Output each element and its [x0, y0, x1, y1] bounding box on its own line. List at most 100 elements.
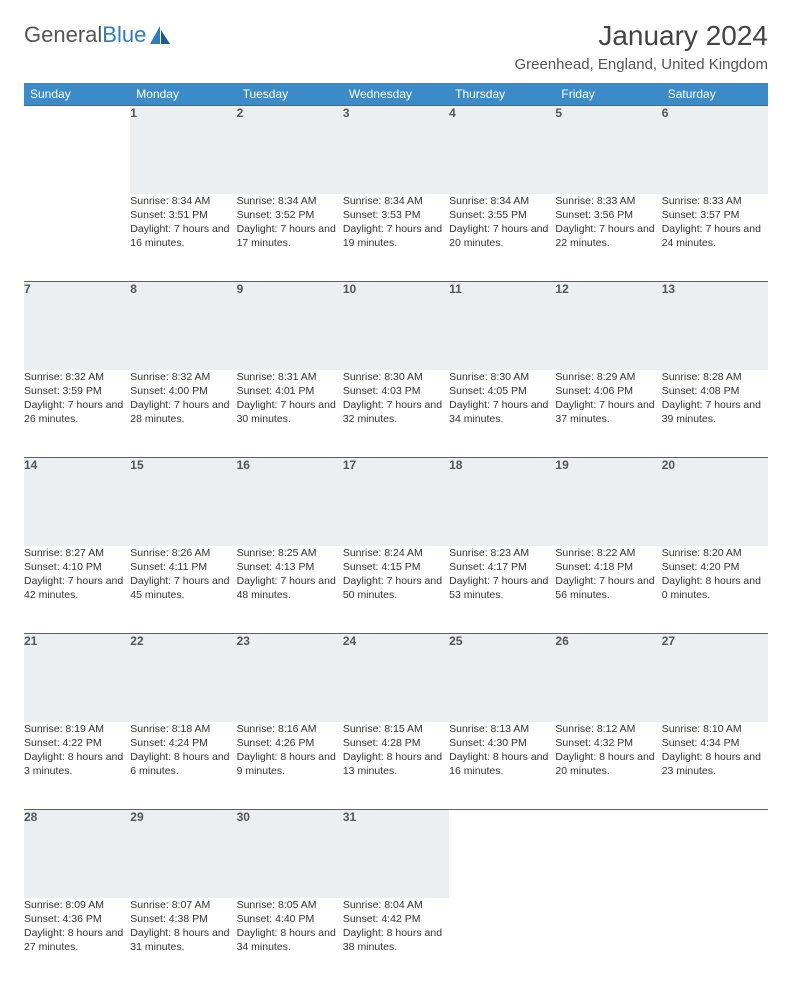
- sunset-line: Sunset: 4:10 PM: [24, 560, 130, 574]
- day-number-cell: 30: [237, 810, 343, 898]
- logo-sail-icon: [150, 26, 172, 44]
- daylight-line: Daylight: 7 hours and 45 minutes.: [130, 574, 236, 602]
- sunrise-line: Sunrise: 8:30 AM: [343, 370, 449, 384]
- daylight-line: Daylight: 7 hours and 53 minutes.: [449, 574, 555, 602]
- day-content-cell: Sunrise: 8:33 AMSunset: 3:56 PMDaylight:…: [555, 194, 661, 282]
- day-number-cell: 14: [24, 458, 130, 546]
- day-number-cell: 20: [662, 458, 768, 546]
- weekday-header-row: SundayMondayTuesdayWednesdayThursdayFrid…: [24, 83, 768, 106]
- day-number-cell: 22: [130, 634, 236, 722]
- sunrise-line: Sunrise: 8:15 AM: [343, 722, 449, 736]
- sunrise-line: Sunrise: 8:28 AM: [662, 370, 768, 384]
- day-content-cell: Sunrise: 8:24 AMSunset: 4:15 PMDaylight:…: [343, 546, 449, 634]
- sunrise-line: Sunrise: 8:33 AM: [555, 194, 661, 208]
- day-number-cell: 21: [24, 634, 130, 722]
- day-content-cell: Sunrise: 8:34 AMSunset: 3:53 PMDaylight:…: [343, 194, 449, 282]
- day-number-cell: [449, 810, 555, 898]
- daylight-line: Daylight: 7 hours and 26 minutes.: [24, 398, 130, 426]
- sunset-line: Sunset: 4:28 PM: [343, 736, 449, 750]
- sunset-line: Sunset: 4:38 PM: [130, 912, 236, 926]
- sunset-line: Sunset: 3:53 PM: [343, 208, 449, 222]
- sunrise-line: Sunrise: 8:23 AM: [449, 546, 555, 560]
- sunrise-line: Sunrise: 8:19 AM: [24, 722, 130, 736]
- sunrise-line: Sunrise: 8:05 AM: [237, 898, 343, 912]
- daylight-line: Daylight: 7 hours and 20 minutes.: [449, 222, 555, 250]
- sunset-line: Sunset: 4:15 PM: [343, 560, 449, 574]
- daylight-line: Daylight: 8 hours and 3 minutes.: [24, 750, 130, 778]
- day-number-cell: 1: [130, 106, 236, 194]
- sunrise-line: Sunrise: 8:24 AM: [343, 546, 449, 560]
- daylight-line: Daylight: 8 hours and 23 minutes.: [662, 750, 768, 778]
- day-content-cell: Sunrise: 8:18 AMSunset: 4:24 PMDaylight:…: [130, 722, 236, 810]
- sunset-line: Sunset: 4:22 PM: [24, 736, 130, 750]
- weekday-header: Friday: [555, 83, 661, 106]
- daylight-line: Daylight: 7 hours and 16 minutes.: [130, 222, 236, 250]
- weekday-header: Wednesday: [343, 83, 449, 106]
- logo-word2: Blue: [102, 22, 146, 48]
- day-number-row: 78910111213: [24, 282, 768, 370]
- sunrise-line: Sunrise: 8:31 AM: [237, 370, 343, 384]
- day-content-cell: Sunrise: 8:29 AMSunset: 4:06 PMDaylight:…: [555, 370, 661, 458]
- sunset-line: Sunset: 4:05 PM: [449, 384, 555, 398]
- day-content-cell: Sunrise: 8:26 AMSunset: 4:11 PMDaylight:…: [130, 546, 236, 634]
- sunset-line: Sunset: 3:56 PM: [555, 208, 661, 222]
- day-content-cell: Sunrise: 8:27 AMSunset: 4:10 PMDaylight:…: [24, 546, 130, 634]
- sunset-line: Sunset: 4:24 PM: [130, 736, 236, 750]
- day-number-cell: 28: [24, 810, 130, 898]
- sunrise-line: Sunrise: 8:07 AM: [130, 898, 236, 912]
- day-number-cell: 16: [237, 458, 343, 546]
- day-content-cell: Sunrise: 8:07 AMSunset: 4:38 PMDaylight:…: [130, 898, 236, 986]
- daylight-line: Daylight: 8 hours and 31 minutes.: [130, 926, 236, 954]
- day-content-cell: Sunrise: 8:09 AMSunset: 4:36 PMDaylight:…: [24, 898, 130, 986]
- sunset-line: Sunset: 4:13 PM: [237, 560, 343, 574]
- day-number-cell: 18: [449, 458, 555, 546]
- day-number-cell: 12: [555, 282, 661, 370]
- day-number-cell: 25: [449, 634, 555, 722]
- daylight-line: Daylight: 7 hours and 32 minutes.: [343, 398, 449, 426]
- sunset-line: Sunset: 3:51 PM: [130, 208, 236, 222]
- sunrise-line: Sunrise: 8:09 AM: [24, 898, 130, 912]
- day-number-cell: 31: [343, 810, 449, 898]
- day-number-row: 28293031: [24, 810, 768, 898]
- day-number-cell: 26: [555, 634, 661, 722]
- day-content-cell: Sunrise: 8:12 AMSunset: 4:32 PMDaylight:…: [555, 722, 661, 810]
- day-number-cell: [555, 810, 661, 898]
- sunrise-line: Sunrise: 8:29 AM: [555, 370, 661, 384]
- sunset-line: Sunset: 3:52 PM: [237, 208, 343, 222]
- day-content-cell: Sunrise: 8:10 AMSunset: 4:34 PMDaylight:…: [662, 722, 768, 810]
- daylight-line: Daylight: 7 hours and 48 minutes.: [237, 574, 343, 602]
- sunrise-line: Sunrise: 8:22 AM: [555, 546, 661, 560]
- day-number-cell: 7: [24, 282, 130, 370]
- day-number-row: 21222324252627: [24, 634, 768, 722]
- day-number-cell: 3: [343, 106, 449, 194]
- daylight-line: Daylight: 8 hours and 38 minutes.: [343, 926, 449, 954]
- sunset-line: Sunset: 3:57 PM: [662, 208, 768, 222]
- daylight-line: Daylight: 7 hours and 24 minutes.: [662, 222, 768, 250]
- daylight-line: Daylight: 8 hours and 16 minutes.: [449, 750, 555, 778]
- day-content-cell: Sunrise: 8:33 AMSunset: 3:57 PMDaylight:…: [662, 194, 768, 282]
- sunset-line: Sunset: 4:11 PM: [130, 560, 236, 574]
- daylight-line: Daylight: 8 hours and 13 minutes.: [343, 750, 449, 778]
- day-content-cell: Sunrise: 8:13 AMSunset: 4:30 PMDaylight:…: [449, 722, 555, 810]
- daylight-line: Daylight: 7 hours and 39 minutes.: [662, 398, 768, 426]
- day-number-cell: 13: [662, 282, 768, 370]
- sunrise-line: Sunrise: 8:32 AM: [24, 370, 130, 384]
- day-content-cell: Sunrise: 8:25 AMSunset: 4:13 PMDaylight:…: [237, 546, 343, 634]
- sunrise-line: Sunrise: 8:20 AM: [662, 546, 768, 560]
- sunset-line: Sunset: 4:30 PM: [449, 736, 555, 750]
- daylight-line: Daylight: 7 hours and 30 minutes.: [237, 398, 343, 426]
- day-number-cell: 5: [555, 106, 661, 194]
- day-content-row: Sunrise: 8:27 AMSunset: 4:10 PMDaylight:…: [24, 546, 768, 634]
- weekday-header: Monday: [130, 83, 236, 106]
- day-content-cell: Sunrise: 8:32 AMSunset: 4:00 PMDaylight:…: [130, 370, 236, 458]
- weekday-header: Sunday: [24, 83, 130, 106]
- logo: GeneralBlue: [24, 22, 172, 48]
- sunrise-line: Sunrise: 8:16 AM: [237, 722, 343, 736]
- day-content-cell: Sunrise: 8:30 AMSunset: 4:05 PMDaylight:…: [449, 370, 555, 458]
- sunset-line: Sunset: 4:08 PM: [662, 384, 768, 398]
- day-content-cell: Sunrise: 8:05 AMSunset: 4:40 PMDaylight:…: [237, 898, 343, 986]
- day-number-cell: 24: [343, 634, 449, 722]
- sunset-line: Sunset: 4:20 PM: [662, 560, 768, 574]
- daylight-line: Daylight: 7 hours and 34 minutes.: [449, 398, 555, 426]
- day-content-cell: Sunrise: 8:34 AMSunset: 3:51 PMDaylight:…: [130, 194, 236, 282]
